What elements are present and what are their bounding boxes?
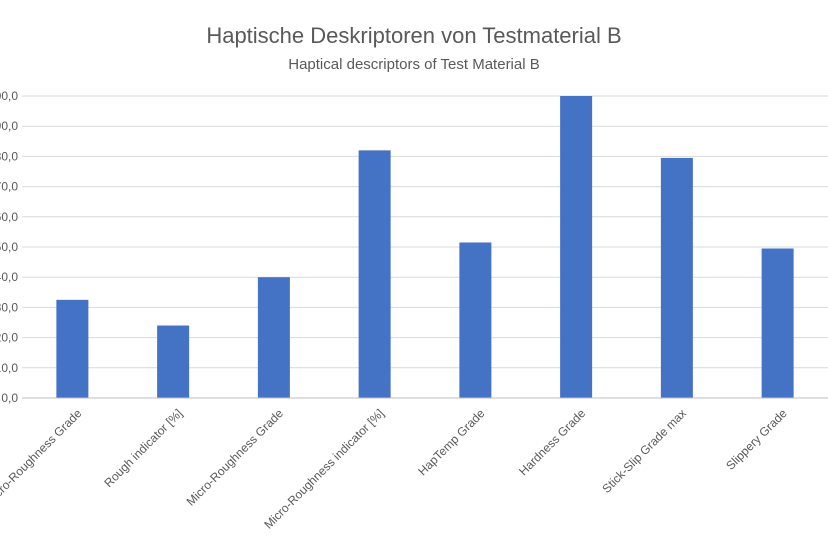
y-tick-label: 40,0 [0,270,18,284]
y-tick-label: 70,0 [0,180,18,194]
x-axis-category-labels: Macro-Roughness Grade Rough indicator [%]… [0,406,790,532]
x-category-label: Micro-Roughness Grade [184,406,287,509]
y-tick-label: 0,0 [1,391,18,405]
y-tick-label: 100,0 [0,89,18,103]
bar [660,157,693,398]
x-category-label: Rough indicator [%] [101,406,185,490]
gridlines [22,95,828,369]
x-category-label: Macro-Roughness Grade [0,406,85,511]
x-category-label: Micro-Roughness indicator [%] [261,406,386,531]
y-axis-tick-labels: 0,0 10,0 20,0 30,0 40,0 50,0 60,0 70,0 80,0 90,0 1… [0,89,18,405]
x-category-label: Hardness Grade [516,406,588,478]
bar [560,96,593,398]
y-tick-label: 20,0 [0,331,18,345]
y-tick-label: 80,0 [0,149,18,163]
x-category-label: Slippery Grade [723,406,790,473]
y-tick-label: 90,0 [0,119,18,133]
bar [257,277,290,398]
y-tick-label: 50,0 [0,240,18,254]
bar [459,242,492,398]
chart-title: Haptische Deskriptoren von Testmaterial … [206,23,621,48]
bar [358,150,391,398]
x-category-label: Stick-Slip Grade max [599,406,689,496]
y-tick-label: 30,0 [0,300,18,314]
x-category-label: HapTemp Grade [415,406,487,478]
bars [56,96,794,398]
y-tick-label: 60,0 [0,210,18,224]
chart-subtitle: Haptical descriptors of Test Material B [288,56,540,73]
y-tick-label: 10,0 [0,361,18,375]
bar [761,248,794,398]
bar [157,325,190,398]
bar [56,299,89,398]
